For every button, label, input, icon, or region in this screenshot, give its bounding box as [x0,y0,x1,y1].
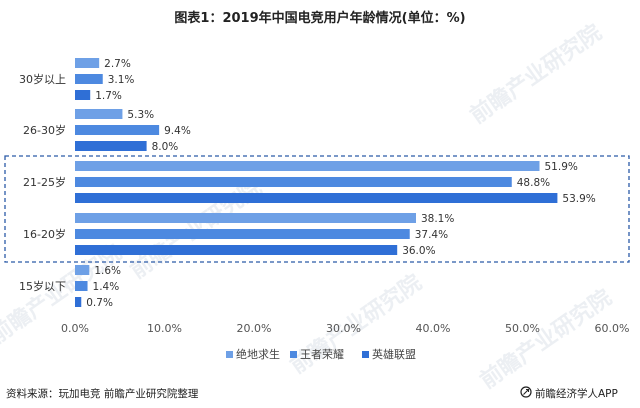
data-label: 53.9% [562,193,595,205]
bar [75,125,160,135]
bar [75,141,147,151]
bar [75,109,123,119]
x-tick-label: 50.0% [505,322,540,335]
data-label: 1.7% [95,90,122,102]
data-label: 3.1% [108,74,135,86]
data-label: 36.0% [402,245,435,257]
bar [75,281,88,291]
data-label: 5.3% [127,109,154,121]
x-tick-label: 10.0% [147,322,182,335]
legend-label: 王者荣耀 [300,348,344,361]
bar [75,245,398,255]
brand-name: 前瞻经济学人APP [535,387,618,400]
data-label: 0.7% [86,297,113,309]
data-label: 2.7% [104,58,131,70]
category-label: 15岁以下 [19,279,66,293]
legend: 绝地求生 王者荣耀 英雄联盟 [226,347,416,361]
data-label: 48.8% [517,177,550,189]
bar-layer: 2.7% 3.1% 1.7% 5.3% 9.4% 8.0% 51.9% 48.8% 53.9% 3… [75,58,596,309]
arrow-icon [523,388,530,395]
bar [75,90,91,100]
category-label: 21-25岁 [23,175,66,189]
x-tick-label: 0.0% [61,322,89,335]
x-tick-label: 30.0% [326,322,361,335]
source-note: 资料来源：玩加电竞 前瞻产业研究院整理 [6,387,199,400]
bar [75,229,410,239]
x-tick-label: 40.0% [416,322,451,335]
category-label: 26-30岁 [23,123,66,137]
bar [75,297,82,307]
data-label: 1.6% [94,265,121,277]
category-label: 30岁以上 [19,72,66,86]
bar [75,161,540,171]
category-label: 16-20岁 [23,227,66,241]
bar [75,213,416,223]
x-tick-label: 20.0% [237,322,272,335]
watermark-text: 前瞻产业研究院 [465,19,606,129]
legend-label: 英雄联盟 [372,347,416,361]
highlight-box [4,155,630,263]
bar [75,177,512,187]
legend-label: 绝地求生 [236,347,280,361]
x-tick-label: 60.0% [595,322,630,335]
category-labels: 30岁以上 26-30岁 21-25岁 16-20岁 15岁以下 [19,72,66,293]
data-label: 37.4% [415,229,448,241]
data-label: 9.4% [164,125,191,137]
bar [75,58,100,68]
bar [75,265,90,275]
bar [75,193,558,203]
legend-swatch [226,351,233,358]
watermark-text: 前瞻产业研究院 [475,284,616,394]
bar [75,74,103,84]
brand-logo: 前瞻经济学人APP [520,386,618,400]
data-label: 51.9% [545,161,578,173]
legend-swatch [290,351,297,358]
brand-icon [520,386,532,398]
data-label: 8.0% [152,141,179,153]
data-label: 1.4% [93,281,120,293]
data-label: 38.1% [421,213,454,225]
legend-swatch [362,351,369,358]
chart-title: 图表1：2019年中国电竞用户年龄情况(单位：%) [174,10,465,26]
x-axis-ticks: 0.0% 10.0% 20.0% 30.0% 40.0% 50.0% 60.0% [61,322,629,335]
